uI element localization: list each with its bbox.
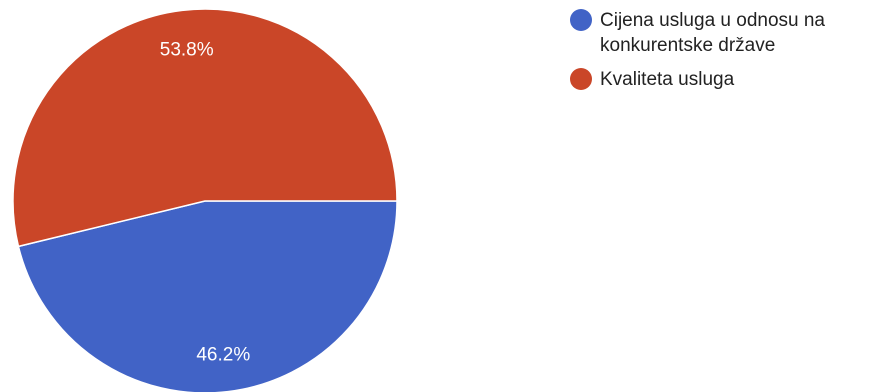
chart-legend: Cijena usluga u odnosu na konkurentske d… xyxy=(570,8,880,101)
pie-slice-kvaliteta[interactable] xyxy=(12,8,398,248)
legend-label-cijena: Cijena usluga u odnosu na konkurentske d… xyxy=(600,10,826,56)
legend-item-kvaliteta[interactable]: Kvaliteta usluga xyxy=(570,67,880,92)
legend-swatch-kvaliteta xyxy=(570,68,592,90)
pie-slice-label-kvaliteta: 53.8% xyxy=(160,39,214,60)
legend-item-cijena[interactable]: Cijena usluga u odnosu na konkurentske d… xyxy=(570,8,880,58)
legend-swatch-cijena xyxy=(570,9,592,31)
legend-label-kvaliteta: Kvaliteta usluga xyxy=(600,69,735,90)
pie-slice-label-cijena: 46.2% xyxy=(196,345,250,366)
